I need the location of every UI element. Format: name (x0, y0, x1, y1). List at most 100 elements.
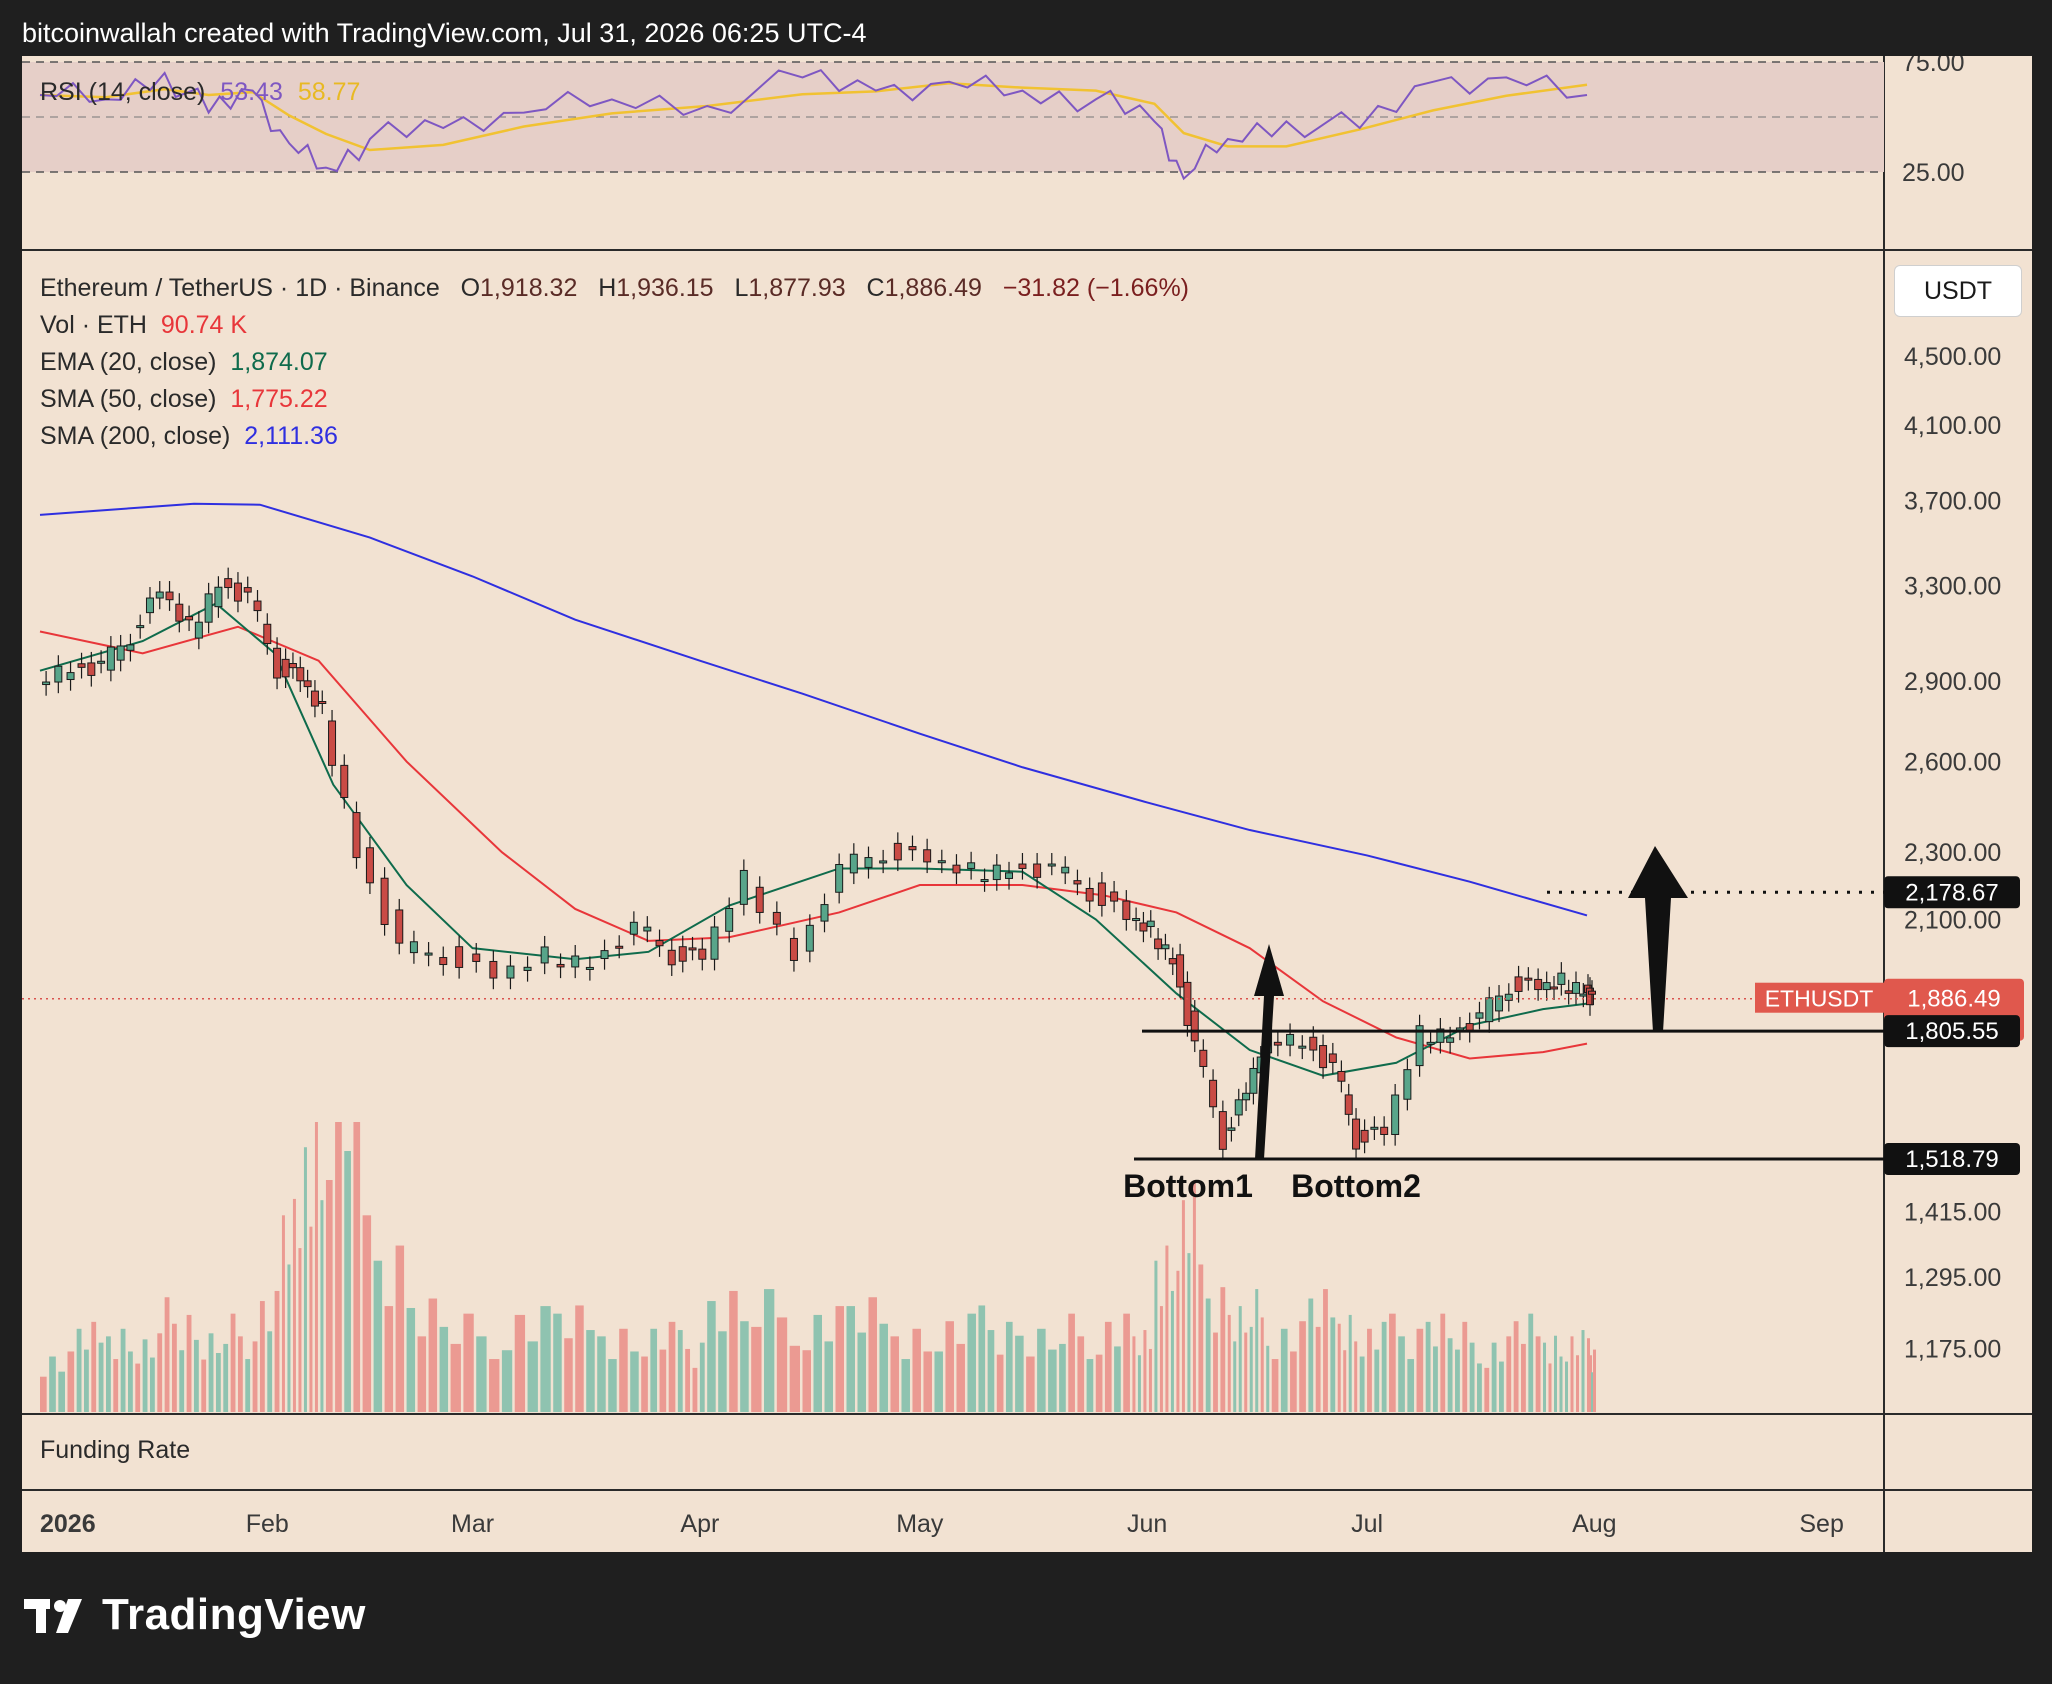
volume-bar (978, 1305, 986, 1412)
volume-bar (489, 1359, 500, 1412)
volume-bar (1591, 1372, 1594, 1412)
volume-bar (641, 1356, 648, 1412)
rsi-legend[interactable]: RSI (14, close) 53.43 58.77 (40, 78, 360, 107)
volume-bar (1077, 1336, 1085, 1412)
price-axis-label-6: 2,300.00 (1904, 839, 2001, 867)
volume-bar (1359, 1356, 1365, 1412)
volume-bar (1176, 1270, 1180, 1412)
funding-rate-label[interactable]: Funding Rate (40, 1436, 191, 1464)
change-value: −31.82 (−1.66%) (1002, 274, 1189, 302)
candle-body (1061, 866, 1070, 874)
volume-bar (1354, 1341, 1358, 1412)
volume-bar (1205, 1298, 1211, 1412)
tradingview-logo[interactable]: TradingView (24, 1590, 366, 1640)
candle-body (1380, 1126, 1389, 1135)
volume-bar (1593, 1349, 1596, 1412)
volume-bar (1220, 1287, 1226, 1412)
ema20-legend[interactable]: EMA (20, close) 1,874.07 (40, 348, 328, 377)
volume-bar (1554, 1335, 1558, 1412)
level-tag-bg-0 (1884, 876, 2020, 909)
volume-bar (1587, 1338, 1590, 1412)
volume-bar (49, 1356, 56, 1412)
price-axis-label-10: 1,175.00 (1904, 1336, 2001, 1364)
rsi-axis-label-0: 75.00 (1902, 56, 1965, 77)
candle-body (893, 842, 902, 861)
volume-bar (692, 1367, 698, 1412)
candle-body (472, 953, 481, 962)
candle-body (1298, 1045, 1307, 1049)
volume-bar (1491, 1342, 1497, 1412)
volume-bar (1513, 1321, 1519, 1412)
sma50-legend[interactable]: SMA (50, close) 1,775.22 (40, 385, 328, 414)
level-tag-label-1: 1,805.55 (1905, 1018, 1998, 1045)
volume-bar (417, 1336, 427, 1412)
tradingview-logo-icon (24, 1599, 82, 1633)
volume-bar (934, 1351, 943, 1412)
volume-bar (105, 1336, 111, 1412)
volume-bar (287, 1264, 291, 1412)
candle-body (1176, 954, 1185, 988)
volume-bar (597, 1336, 606, 1412)
volume-bar (309, 1226, 313, 1412)
rsi-line (39, 68, 1588, 181)
candle-body (77, 663, 86, 668)
candle-body (1018, 863, 1027, 869)
volume-bar (186, 1314, 192, 1412)
volume-bar (298, 1248, 302, 1412)
chart-canvas[interactable]: 75.00 25.00 4,500.00 4,100.00 3,700.00 3,300.… (22, 56, 2032, 1552)
level-tag-bg-2 (1884, 1143, 2020, 1175)
candle-body (1073, 880, 1082, 885)
candle-body (395, 909, 404, 944)
candle-body (739, 869, 748, 905)
volume-bar (1159, 1306, 1163, 1412)
volume-bar (1192, 1182, 1196, 1412)
volume-bar (384, 1306, 394, 1412)
symbol-title: Ethereum / TetherUS · 1D · Binance (40, 274, 440, 302)
candle-body (1273, 1041, 1282, 1046)
candle-body (1514, 976, 1523, 992)
sma200-legend[interactable]: SMA (200, close) 2,111.36 (40, 422, 338, 451)
symbol-legend[interactable]: Ethereum / TetherUS · 1D · Binance O1,91… (40, 274, 1189, 303)
volume-bar (223, 1343, 229, 1412)
volume-bar (1148, 1348, 1152, 1412)
volume-bar (373, 1260, 383, 1412)
candle-body (879, 860, 888, 864)
volume-bar (1462, 1321, 1468, 1412)
volume-bar (514, 1314, 526, 1412)
volume-bar (201, 1359, 207, 1412)
candle-body (116, 645, 125, 661)
volume-bar (171, 1323, 177, 1412)
volume-bar (476, 1336, 487, 1412)
volume-bar (890, 1336, 899, 1412)
volume-bar (776, 1317, 788, 1412)
volume-bar (1499, 1361, 1504, 1412)
volume-bar (406, 1307, 416, 1412)
candle-body (992, 864, 1001, 881)
candle-body (506, 965, 515, 979)
volume-bar (1170, 1290, 1174, 1412)
currency-button[interactable]: USDT (1894, 265, 2022, 317)
candle-body (523, 966, 532, 971)
volume-bar (1271, 1359, 1279, 1412)
time-axis-label-0: 2026 (40, 1510, 96, 1538)
volume-bar (83, 1349, 89, 1412)
price-axis-label-7: 2,100.00 (1904, 906, 2001, 934)
volume-bar (142, 1339, 148, 1412)
candle-body (755, 886, 764, 913)
volume-bar (699, 1342, 705, 1412)
volume-bar (1244, 1332, 1248, 1412)
candle-body (1485, 997, 1494, 1023)
candle-body (1475, 1012, 1484, 1019)
volume-legend[interactable]: Vol · ETH 90.74 K (40, 311, 247, 340)
candle-body (1085, 887, 1094, 902)
candle-body (214, 586, 223, 608)
volume-bar (824, 1341, 833, 1412)
time-axis-label-7: Aug (1572, 1510, 1616, 1538)
candle-body (1344, 1094, 1353, 1115)
candle-body (789, 937, 798, 961)
volume-bar (113, 1359, 119, 1412)
close-key: C (866, 274, 885, 302)
volume-bar (1323, 1289, 1328, 1412)
volume-bar (1154, 1260, 1158, 1412)
volume-bar (1260, 1317, 1264, 1412)
